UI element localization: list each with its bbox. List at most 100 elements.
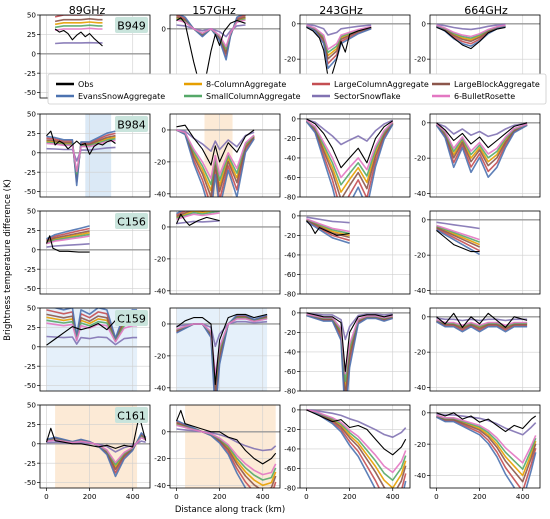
y-tick-label: 50 [27,304,37,313]
y-tick-label: 0 [421,19,426,28]
series-line-largeblockaggregate [305,120,394,197]
panel-b984-664ghz: 0 -20 -40 [414,113,541,198]
series-line-8-columnaggregate [176,211,216,219]
series-line-sectorsnowflake [46,243,90,248]
series-line-6-bulletrosette [306,313,393,375]
panel-c161-664ghz: 0 -20 -40 0 200 400 [414,404,541,501]
series-group [176,124,255,197]
y-tick-label: -20 [284,134,296,143]
plot-frame [429,210,541,295]
x-tick-label: 200 [213,492,227,501]
y-tick-label: -20 [414,251,426,260]
plot-frame [299,113,411,198]
series-line-evanssnowaggregate [306,314,393,391]
panel-c161-89ghz: 50 25 0 -25 -50 0 200 400 C161 [24,401,151,501]
y-tick-label: -80 [284,484,296,493]
series-line-obs [175,409,277,465]
plot-frame [299,210,411,295]
series-line-smallcolumnaggregate [176,211,220,220]
panel-c159-664ghz: 0 -20 -40 [414,307,541,392]
y-tick-label: 0 [31,439,36,448]
x-tick-label: 200 [343,492,357,501]
series-line-largecolumnaggregate [436,415,537,488]
legend-item-6-bulletrosette: 6-BulletRosette [432,92,515,101]
plot-frame [39,307,151,392]
y-tick-label: -20 [414,440,426,449]
plot-frame [299,307,411,392]
series-group [45,225,90,253]
y-tick-label: 25 [27,226,36,235]
series-line-6-bulletrosette [436,24,506,38]
series-line-largecolumnaggregate [176,211,187,216]
x-tick-label: 400 [126,492,140,501]
series-line-largeblockaggregate [306,25,372,60]
legend-item-evanssnowaggregate: EvansSnowAggregate [56,92,165,101]
plot-frame [429,307,541,392]
y-tick-label: -25 [24,69,36,78]
x-tick-label: 400 [256,492,270,501]
y-tick-label: -80 [284,387,296,396]
series-group [436,412,537,488]
series-line-evanssnowaggregate [436,229,480,256]
series-line-obs [436,412,537,433]
y-tick-label: -20 [154,454,166,463]
series-group [54,15,103,47]
y-tick-label: -40 [414,471,426,480]
legend-label: SmallColumnAggregate [206,92,301,101]
series-group [46,130,116,187]
series-line-obs [436,122,528,149]
series-line-obs [306,220,350,236]
y-tick-label: 0 [421,215,426,224]
series-line-largecolumnaggregate [436,320,528,331]
series-line-8-columnaggregate [436,226,480,246]
y-tick-label: 0 [421,408,426,417]
series-line-6-bulletrosette [176,424,277,476]
y-tick-label: -60 [284,464,296,473]
panel-b984-89ghz: 50 25 0 -25 -50 B984 [24,110,151,198]
plot-frame [169,113,281,198]
y-tick-label: 0 [161,126,166,135]
y-tick-label: -20 [154,157,166,166]
panel-b984-243ghz: 0 -20 -40 -60 -80 [284,113,411,202]
y-tick-label: 25 [27,129,36,138]
series-line-8-columnaggregate [305,120,394,193]
series-line-obs [306,118,394,169]
y-tick-label: 0 [161,427,166,436]
series-line-largecolumnaggregate [305,120,394,197]
column-header-243ghz: 243GHz [319,4,363,17]
series-line-6-bulletrosette [306,409,407,474]
series-line-evanssnowaggregate [306,220,350,244]
plot-background [300,405,410,488]
series-line-largeblockaggregate [46,230,90,243]
panel-c159-157ghz: 0 -20 -40 [154,307,281,392]
series-line-largeblockaggregate [306,409,407,488]
y-tick-label: -60 [284,367,296,376]
series-line-largeblockaggregate [436,319,528,330]
series-line-6-bulletrosette [46,139,116,173]
series-line-6-bulletrosette [46,235,90,245]
column-header-157ghz: 157GHz [192,4,236,17]
legend-label: 8-ColumnAggregate [206,80,286,89]
y-tick-label: 0 [421,312,426,321]
series-line-largeblockaggregate [306,314,393,391]
series-line-largecolumnaggregate [306,220,350,242]
panel-c161-243ghz: 0 -20 -40 -60 -80 0 200 400 [284,404,411,501]
series-line-obs [306,312,393,373]
series-line-largeblockaggregate [436,415,537,483]
y-tick-label: 25 [27,30,36,39]
series-line-obs [176,17,246,91]
y-tick-label: -50 [24,381,36,390]
y-tick-label: -40 [284,154,296,163]
series-line-sectorsnowflake [176,220,220,225]
x-axis-label: Distance along track (km) [175,505,285,515]
y-tick-label: -40 [154,481,166,490]
y-tick-label: -40 [414,189,426,198]
series-group [176,15,246,91]
series-group [436,312,528,333]
series-group [306,312,393,391]
series-line-smallcolumnaggregate [305,119,394,186]
series-group [175,211,220,226]
series-group [306,409,407,488]
y-tick-label: 0 [31,49,36,58]
panel-c156-664ghz: 0 -20 -40 [414,210,541,295]
